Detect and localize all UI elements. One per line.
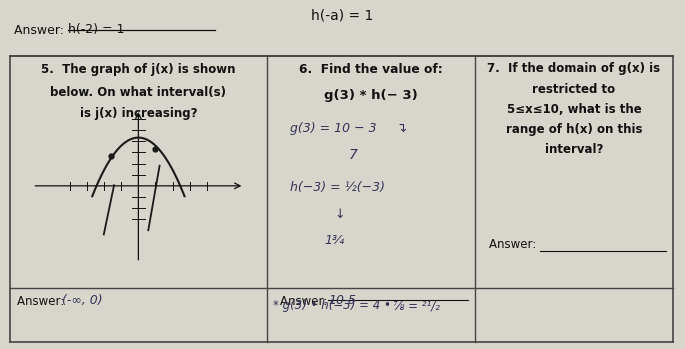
Text: interval?: interval? bbox=[545, 143, 603, 156]
Text: ⅞ = ²¹/₂: ⅞ = ²¹/₂ bbox=[393, 299, 440, 312]
Text: g(3) = 10 − 3     ↴: g(3) = 10 − 3 ↴ bbox=[290, 122, 408, 135]
Text: 5≤x≤10, what is the: 5≤x≤10, what is the bbox=[507, 103, 641, 116]
Text: Answer:: Answer: bbox=[14, 24, 68, 37]
Text: restricted to: restricted to bbox=[532, 83, 616, 96]
Text: h(-a) = 1: h(-a) = 1 bbox=[310, 9, 373, 23]
Text: range of h(x) on this: range of h(x) on this bbox=[506, 123, 643, 136]
Text: ↓: ↓ bbox=[335, 208, 345, 221]
Text: below. On what interval(s): below. On what interval(s) bbox=[51, 86, 226, 98]
Text: is j(x) increasing?: is j(x) increasing? bbox=[79, 107, 197, 120]
Text: h(−3) = ½(−3): h(−3) = ½(−3) bbox=[290, 181, 386, 194]
Text: Answer:: Answer: bbox=[17, 295, 68, 308]
Text: 5.  The graph of j(x) is shown: 5. The graph of j(x) is shown bbox=[41, 63, 236, 76]
Text: Answer:: Answer: bbox=[280, 295, 331, 308]
Text: 7.  If the domain of g(x) is: 7. If the domain of g(x) is bbox=[488, 62, 660, 75]
Text: * g(3) • h(−3) = 4 •: * g(3) • h(−3) = 4 • bbox=[273, 299, 391, 312]
Text: (-∞, 0): (-∞, 0) bbox=[62, 294, 102, 307]
Text: 7: 7 bbox=[349, 148, 358, 162]
Text: 6.  Find the value of:: 6. Find the value of: bbox=[299, 63, 443, 76]
Text: g(3) * h(− 3): g(3) * h(− 3) bbox=[324, 89, 418, 102]
Text: h(-2) = 1: h(-2) = 1 bbox=[68, 23, 125, 36]
Text: Answer:: Answer: bbox=[488, 238, 540, 251]
Text: 1¾: 1¾ bbox=[325, 234, 345, 247]
Text: 10.5: 10.5 bbox=[328, 294, 356, 307]
